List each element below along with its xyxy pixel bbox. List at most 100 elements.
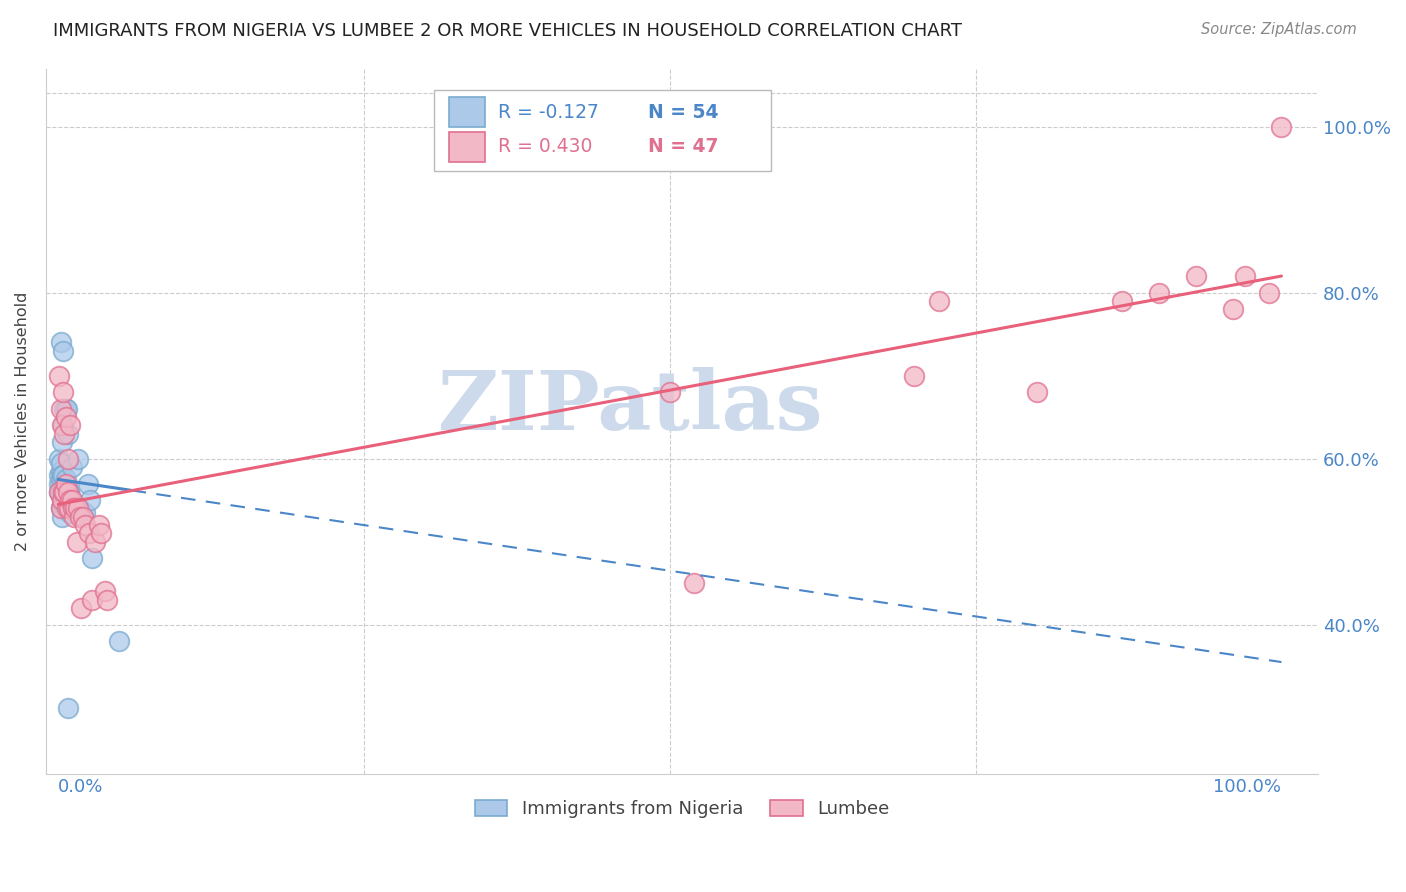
Point bbox=[683, 576, 706, 591]
Point bbox=[56, 484, 79, 499]
Point bbox=[63, 509, 86, 524]
Text: R = 0.430: R = 0.430 bbox=[498, 137, 592, 156]
Point bbox=[55, 401, 77, 416]
Point bbox=[72, 509, 94, 524]
Point bbox=[62, 501, 84, 516]
Point bbox=[70, 601, 93, 615]
Point bbox=[59, 418, 82, 433]
Point bbox=[60, 501, 83, 516]
Point bbox=[51, 418, 73, 433]
Legend: Immigrants from Nigeria, Lumbee: Immigrants from Nigeria, Lumbee bbox=[468, 792, 897, 825]
Point bbox=[72, 509, 94, 524]
Point bbox=[65, 506, 87, 520]
Point bbox=[59, 493, 82, 508]
Point bbox=[60, 493, 83, 508]
Point bbox=[53, 484, 76, 499]
Point bbox=[48, 468, 70, 483]
Point bbox=[53, 426, 76, 441]
Point bbox=[55, 472, 77, 486]
Point bbox=[51, 497, 73, 511]
Point bbox=[48, 476, 70, 491]
Point bbox=[51, 484, 73, 499]
Point bbox=[48, 484, 70, 499]
Point bbox=[108, 634, 131, 648]
Point bbox=[67, 501, 90, 516]
Point bbox=[66, 451, 89, 466]
Point bbox=[52, 343, 75, 358]
Point bbox=[66, 501, 89, 516]
Point bbox=[49, 335, 72, 350]
Point bbox=[928, 293, 950, 308]
Point bbox=[1270, 120, 1292, 134]
Point bbox=[69, 506, 91, 520]
Text: N = 47: N = 47 bbox=[648, 137, 718, 156]
Point bbox=[56, 451, 79, 466]
Point bbox=[82, 551, 104, 566]
Point bbox=[49, 456, 72, 470]
Point bbox=[52, 468, 75, 483]
Point bbox=[56, 426, 79, 441]
Point bbox=[77, 526, 100, 541]
Point bbox=[82, 592, 104, 607]
Point bbox=[1147, 285, 1170, 300]
Point bbox=[55, 501, 77, 516]
Point bbox=[55, 481, 77, 495]
Point bbox=[51, 493, 73, 508]
Point bbox=[51, 435, 73, 450]
Point bbox=[70, 509, 93, 524]
Point bbox=[60, 460, 83, 475]
Point bbox=[53, 497, 76, 511]
Point bbox=[1185, 268, 1208, 283]
Point bbox=[1258, 285, 1281, 300]
Point bbox=[58, 497, 80, 511]
Point bbox=[58, 501, 80, 516]
Point bbox=[55, 493, 77, 508]
Point bbox=[53, 484, 76, 499]
Point bbox=[49, 464, 72, 478]
Point bbox=[51, 509, 73, 524]
Point bbox=[1025, 385, 1047, 400]
Point bbox=[59, 489, 82, 503]
Text: 100.0%: 100.0% bbox=[1213, 779, 1281, 797]
Point bbox=[55, 401, 77, 416]
Point bbox=[49, 481, 72, 495]
Point bbox=[658, 385, 681, 400]
Point bbox=[1111, 293, 1133, 308]
Point bbox=[90, 526, 112, 541]
Point bbox=[51, 468, 73, 483]
Point bbox=[65, 497, 87, 511]
Point bbox=[55, 410, 77, 425]
Point bbox=[49, 501, 72, 516]
Point bbox=[59, 506, 82, 520]
Point bbox=[49, 489, 72, 503]
Point bbox=[65, 534, 87, 549]
Point bbox=[87, 518, 110, 533]
Text: IMMIGRANTS FROM NIGERIA VS LUMBEE 2 OR MORE VEHICLES IN HOUSEHOLD CORRELATION CH: IMMIGRANTS FROM NIGERIA VS LUMBEE 2 OR M… bbox=[53, 22, 963, 40]
Point bbox=[62, 501, 84, 516]
Point bbox=[83, 534, 105, 549]
Point bbox=[52, 418, 75, 433]
FancyBboxPatch shape bbox=[434, 90, 770, 171]
Point bbox=[53, 401, 76, 416]
Point bbox=[96, 592, 118, 607]
Point bbox=[52, 385, 75, 400]
Point bbox=[65, 501, 87, 516]
Bar bbox=[450, 97, 485, 127]
Point bbox=[75, 518, 97, 533]
Point bbox=[49, 501, 72, 516]
Point bbox=[58, 484, 80, 499]
Text: R = -0.127: R = -0.127 bbox=[498, 103, 599, 122]
Point bbox=[48, 368, 70, 383]
Point bbox=[903, 368, 925, 383]
Point bbox=[55, 489, 77, 503]
Point bbox=[93, 584, 115, 599]
Bar bbox=[450, 132, 485, 161]
Point bbox=[79, 493, 101, 508]
Point bbox=[56, 700, 79, 714]
Point bbox=[63, 501, 86, 516]
Text: Source: ZipAtlas.com: Source: ZipAtlas.com bbox=[1201, 22, 1357, 37]
Point bbox=[48, 451, 70, 466]
Point bbox=[75, 506, 97, 520]
Text: N = 54: N = 54 bbox=[648, 103, 718, 122]
Point bbox=[56, 497, 79, 511]
